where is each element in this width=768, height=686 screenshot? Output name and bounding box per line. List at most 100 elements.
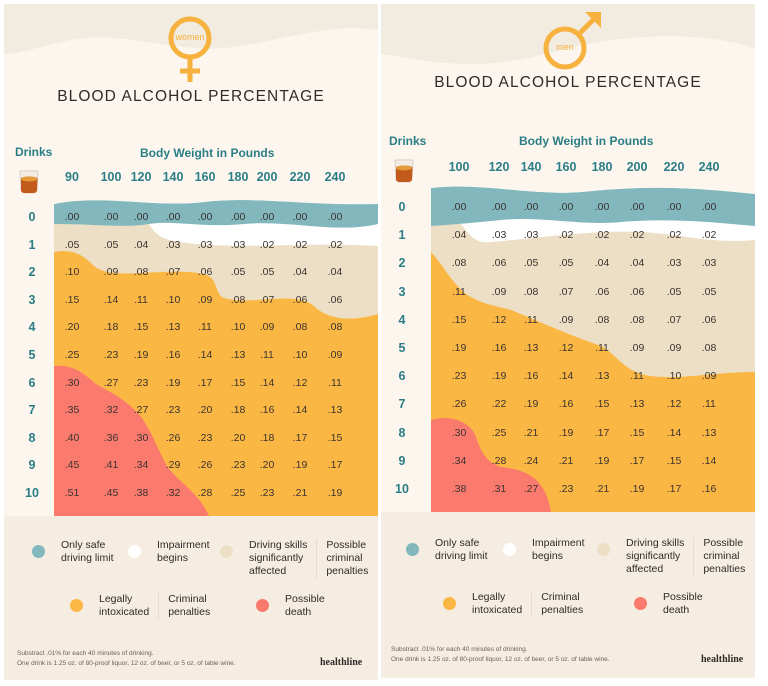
bac-cell: .45 (103, 487, 119, 499)
bac-cell: .00 (133, 211, 149, 223)
bac-cell: .25 (491, 426, 507, 439)
drinks-row-label: 4 (28, 320, 36, 335)
weight-header: Body Weight in Pounds (140, 146, 275, 160)
bac-cell: .28 (491, 454, 507, 467)
bac-cell: .28 (197, 487, 213, 499)
bac-cell: .23 (558, 483, 574, 495)
bac-cell: .35 (64, 404, 80, 417)
bac-cell: .11 (134, 293, 148, 306)
legend-impairment: Impairment begins (128, 539, 210, 565)
bac-cell: .17 (666, 483, 682, 495)
drinks-row-label: 8 (28, 430, 36, 445)
bac-cell: .06 (701, 313, 717, 326)
bac-cell: .06 (594, 285, 610, 298)
page-title: BLOOD ALCOHOL PERCENTAGE (57, 88, 325, 105)
drinks-header: Drinks (389, 134, 427, 148)
bac-cell: .18 (259, 431, 275, 444)
zone-death (431, 417, 551, 512)
bac-cell: .08 (701, 342, 717, 354)
zone-background (431, 182, 755, 512)
impairment-dot-icon (503, 543, 516, 556)
bac-cell: .00 (64, 211, 80, 223)
weight-column-header: 160 (555, 160, 577, 174)
bac-cell: .14 (701, 454, 717, 467)
bac-cell: .02 (629, 229, 645, 242)
weight-column-header: 240 (324, 170, 346, 184)
drinks-row-label: 5 (398, 341, 406, 355)
bac-cell: .02 (558, 229, 574, 242)
weight-header: Body Weight in Pounds (519, 134, 654, 148)
bac-cell: .14 (292, 404, 308, 417)
bac-cell: .10 (165, 293, 181, 306)
bac-cell: .13 (165, 321, 181, 334)
legend: Only safe driving limit Impairment begin… (4, 516, 378, 680)
bac-cell: .32 (103, 404, 119, 417)
women-panel: women BLOOD ALCOHOL PERCENTAGE Drinks Bo… (4, 4, 378, 680)
drinks-row-label: 5 (28, 348, 36, 362)
header-wave (4, 4, 378, 54)
weight-column-header: 120 (488, 160, 510, 174)
bac-cell: .17 (292, 431, 308, 444)
bac-cell: .30 (64, 376, 80, 389)
bac-cell: .10 (64, 266, 80, 279)
symbol-label: women (175, 32, 205, 42)
bac-cell: .41 (103, 459, 119, 472)
bac-cell: .23 (197, 431, 213, 444)
bac-cell: .05 (701, 285, 717, 298)
bac-cell: .18 (103, 321, 119, 334)
drinks-row-label: 9 (398, 453, 406, 468)
bac-cell: .13 (629, 398, 645, 411)
bac-cell: .05 (666, 285, 682, 298)
weight-column-header: 220 (289, 170, 311, 184)
whiskey-glass-icon (394, 159, 414, 183)
bac-cell: .19 (594, 454, 610, 467)
weight-column-header: 90 (65, 170, 79, 184)
bac-cell: .15 (629, 426, 645, 439)
bac-cell: .04 (451, 229, 467, 242)
men-panel: men BLOOD ALCOHOL PERCENTAGE Drinks Body… (381, 4, 755, 678)
bac-cell: .14 (259, 376, 275, 389)
bac-cell: .24 (523, 454, 539, 467)
bac-cell: .22 (491, 398, 507, 411)
bac-cell: .00 (259, 211, 275, 223)
bac-cell: .00 (629, 201, 645, 213)
intoxicated-dot-icon (70, 599, 83, 612)
weight-column-header: 180 (227, 170, 249, 184)
healthline-logo: healthline (320, 657, 363, 668)
bac-cell: .09 (491, 285, 507, 298)
bac-cell: .12 (491, 313, 507, 326)
bac-cell: .00 (103, 211, 119, 223)
bac-cell: .16 (558, 398, 574, 411)
weight-column-header: 180 (591, 160, 613, 174)
death-dot-icon (256, 599, 269, 612)
bac-cell: .29 (165, 459, 181, 472)
weight-column-header: 100 (448, 160, 470, 174)
bac-cell: .21 (594, 483, 610, 495)
bac-cell: .12 (292, 376, 308, 389)
bac-cell: .09 (629, 342, 645, 354)
bac-cell: .20 (230, 431, 246, 444)
bac-cell: .23 (451, 370, 467, 383)
bac-cell: .05 (259, 266, 275, 279)
bac-cell: .21 (292, 487, 308, 499)
bac-cell: .05 (103, 238, 119, 251)
bac-cell: .13 (230, 349, 246, 361)
bac-cell: .03 (230, 238, 246, 251)
bac-cell: .08 (292, 321, 308, 334)
bac-cell: .19 (491, 370, 507, 383)
bac-cell: .03 (491, 229, 507, 242)
zone-safe (431, 186, 755, 226)
bac-cell: .34 (133, 459, 149, 472)
bac-cell: .11 (702, 398, 716, 411)
drinks-row-label: 1 (398, 228, 406, 243)
drinks-row-label: 3 (398, 284, 406, 299)
bac-cell: .15 (327, 431, 343, 444)
drinks-header: Drinks (15, 145, 53, 159)
bac-cell: .07 (558, 285, 574, 298)
bac-cell: .21 (523, 426, 539, 439)
bac-cell: .19 (558, 426, 574, 439)
bac-cell: .11 (524, 313, 538, 326)
bac-cell: .15 (666, 454, 682, 467)
footnote: Substract .01% for each 40 minutes of dr… (391, 646, 610, 663)
bac-cell: .19 (451, 342, 467, 354)
